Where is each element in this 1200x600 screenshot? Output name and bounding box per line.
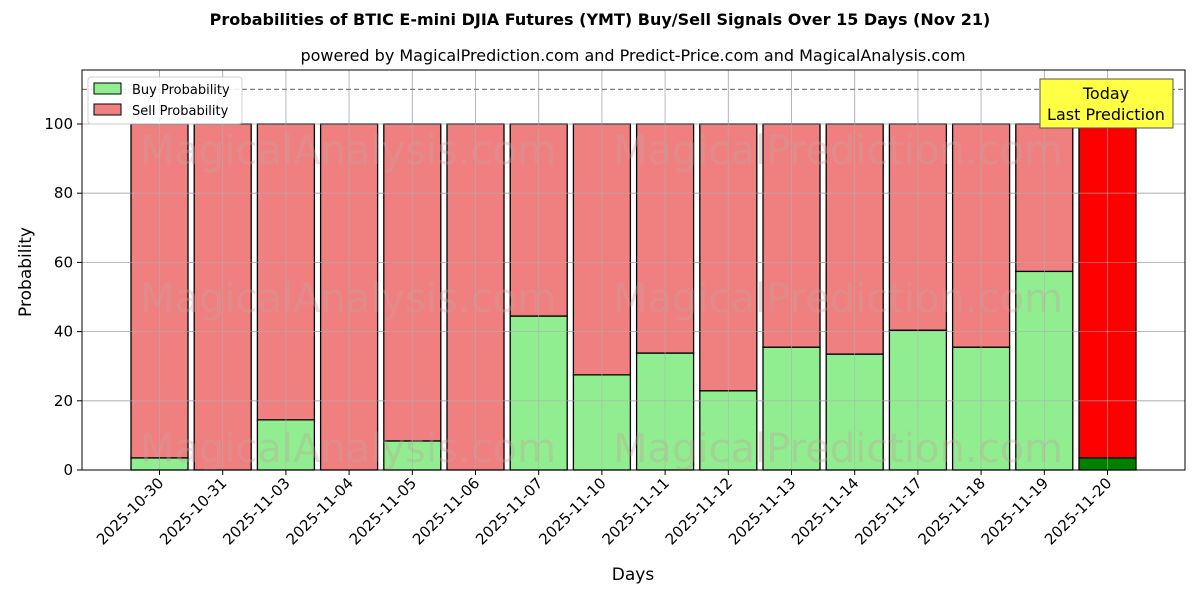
x-tick-label: 2025-11-03 [219,474,293,548]
x-tick-label: 2025-11-20 [1041,474,1115,548]
chart-title: Probabilities of BTIC E-mini DJIA Future… [209,10,991,29]
x-tick-label: 2025-11-14 [788,474,862,548]
x-tick-label: 2025-11-13 [725,474,799,548]
watermark: MagicalPrediction.com [613,128,1063,174]
x-tick-label: 2025-11-18 [915,474,989,548]
annotation-last-prediction: Last Prediction [1047,105,1165,124]
y-tick-label: 100 [44,115,73,133]
x-tick-label: 2025-11-07 [472,474,546,548]
annotation-box [1039,78,1174,129]
legend-box [87,76,243,125]
y-tick-label: 20 [54,392,73,410]
x-axis-label: Days [612,565,655,585]
x-tick-label: 2025-11-10 [535,474,609,548]
axes-frame [81,69,1186,471]
chart-subtitle: powered by MagicalPrediction.com and Pre… [300,46,966,65]
legend-swatch-sell [93,103,122,116]
x-tick-label: 2025-10-30 [93,474,167,548]
y-tick-label: 0 [63,461,73,479]
annotation-today: Today [1082,84,1129,103]
x-tick-label: 2025-11-06 [409,474,483,548]
watermark: MagicalAnalysis.com [140,128,556,174]
legend-label-buy: Buy Probability [132,83,230,98]
y-axis-label: Probability [16,227,36,317]
y-tick-label: 80 [54,184,73,202]
x-tick-label: 2025-11-11 [599,474,673,548]
legend-label-sell: Sell Probability [132,104,229,119]
x-tick-label: 2025-11-05 [346,474,420,548]
x-tick-label: 2025-10-31 [156,474,230,548]
watermark: MagicalPrediction.com [613,426,1063,472]
watermark: MagicalPrediction.com [613,276,1063,322]
x-tick-label: 2025-11-19 [978,474,1052,548]
watermark: MagicalAnalysis.com [140,276,556,322]
legend-swatch-buy [93,82,122,95]
y-tick-label: 40 [54,323,73,341]
x-tick-label: 2025-11-04 [283,474,357,548]
x-tick-label: 2025-11-17 [851,474,925,548]
y-tick-label: 60 [54,253,73,271]
watermark: MagicalAnalysis.com [140,426,556,472]
legend: Buy Probability Sell Probability [87,76,243,125]
x-tick-label: 2025-11-12 [662,474,736,548]
